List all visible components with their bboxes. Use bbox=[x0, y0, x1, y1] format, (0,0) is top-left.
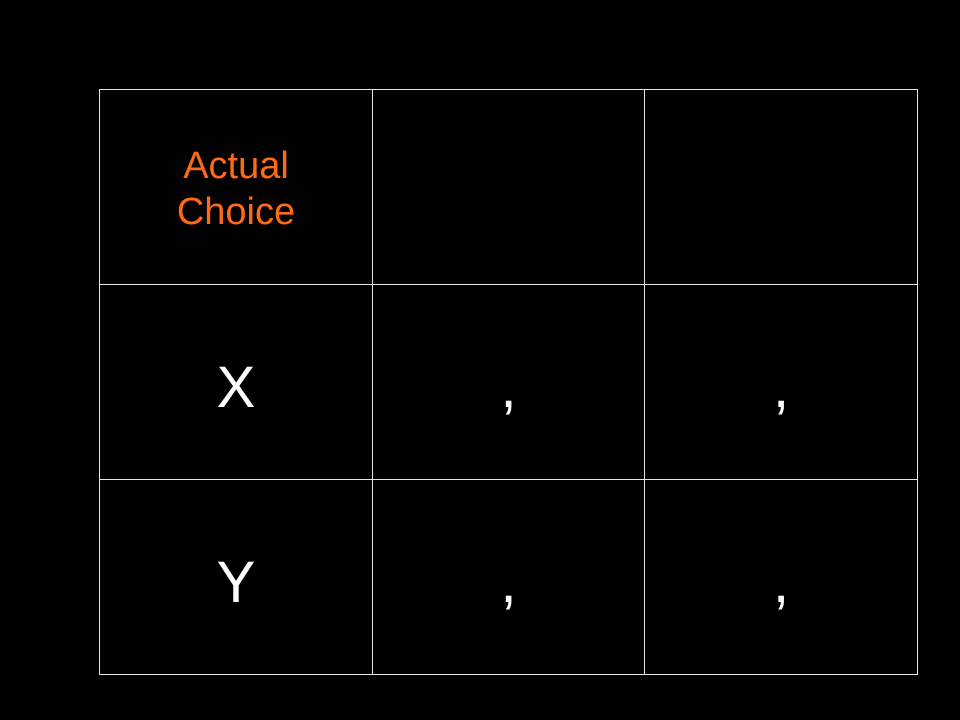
payoff-value: , bbox=[500, 550, 517, 615]
payoff-cell: , bbox=[372, 284, 645, 480]
payoff-matrix-table: Actual Choice X , , Y , bbox=[99, 89, 918, 675]
corner-header-cell: Actual Choice bbox=[99, 89, 373, 285]
payoff-value: , bbox=[500, 355, 517, 420]
table-row: Y , , bbox=[99, 479, 918, 675]
header-row: Actual Choice bbox=[99, 89, 918, 285]
column-header-2 bbox=[644, 89, 918, 285]
row-label-cell: Y bbox=[99, 479, 373, 675]
row-label: Y bbox=[216, 550, 256, 615]
payoff-cell: , bbox=[644, 284, 918, 480]
row-label: X bbox=[216, 355, 256, 420]
table-row: X , , bbox=[99, 284, 918, 480]
payoff-value: , bbox=[772, 550, 790, 615]
payoff-cell: , bbox=[644, 479, 918, 675]
actual-choice-label: Actual Choice bbox=[176, 145, 296, 233]
payoff-cell: , bbox=[372, 479, 645, 675]
column-header-1 bbox=[372, 89, 645, 285]
payoff-value: , bbox=[772, 355, 790, 420]
row-label-cell: X bbox=[99, 284, 373, 480]
